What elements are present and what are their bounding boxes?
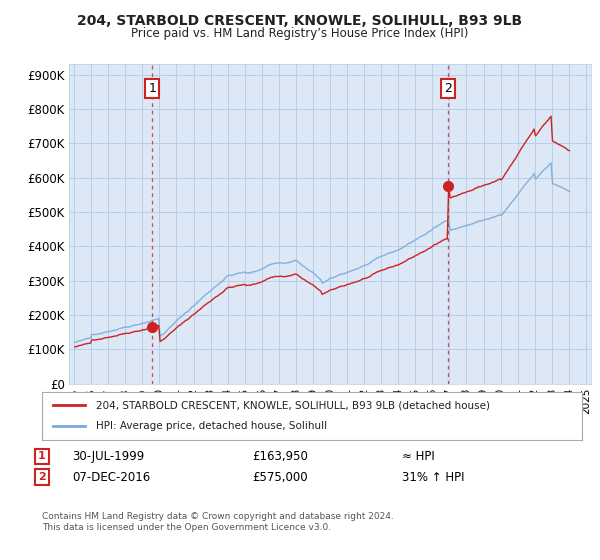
Text: ≈ HPI: ≈ HPI <box>402 450 435 463</box>
Text: 07-DEC-2016: 07-DEC-2016 <box>72 470 150 484</box>
Text: 204, STARBOLD CRESCENT, KNOWLE, SOLIHULL, B93 9LB (detached house): 204, STARBOLD CRESCENT, KNOWLE, SOLIHULL… <box>96 400 490 410</box>
Text: 2: 2 <box>444 82 452 95</box>
Text: 2: 2 <box>38 472 46 482</box>
Text: 204, STARBOLD CRESCENT, KNOWLE, SOLIHULL, B93 9LB: 204, STARBOLD CRESCENT, KNOWLE, SOLIHULL… <box>77 14 523 28</box>
Text: HPI: Average price, detached house, Solihull: HPI: Average price, detached house, Soli… <box>96 421 327 431</box>
Text: 1: 1 <box>38 451 46 461</box>
Text: 31% ↑ HPI: 31% ↑ HPI <box>402 470 464 484</box>
Text: 30-JUL-1999: 30-JUL-1999 <box>72 450 144 463</box>
Text: Contains HM Land Registry data © Crown copyright and database right 2024.
This d: Contains HM Land Registry data © Crown c… <box>42 512 394 532</box>
Text: £575,000: £575,000 <box>252 470 308 484</box>
Text: £163,950: £163,950 <box>252 450 308 463</box>
Text: Price paid vs. HM Land Registry’s House Price Index (HPI): Price paid vs. HM Land Registry’s House … <box>131 27 469 40</box>
Text: 1: 1 <box>148 82 156 95</box>
